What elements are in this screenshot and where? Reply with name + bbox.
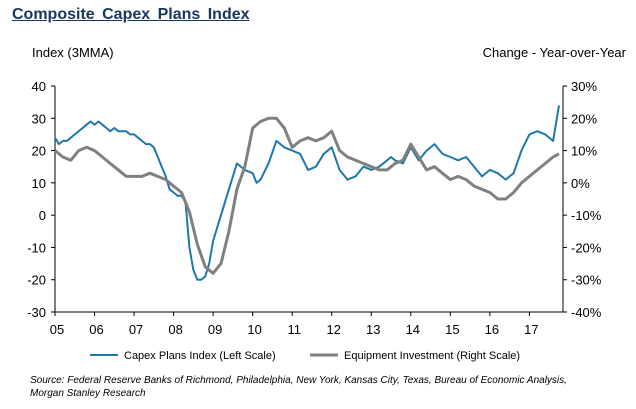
legend-label: Equipment Investment (Right Scale) — [344, 350, 520, 362]
right-tick-label: 0% — [571, 176, 590, 191]
right-tick-label: 10% — [571, 144, 597, 159]
left-tick-label: 40 — [32, 79, 46, 94]
right-tick-label: -40% — [571, 305, 602, 320]
x-tick-label: 15 — [445, 322, 459, 337]
capex-plans-index-line — [54, 105, 560, 281]
x-tick-label: 09 — [208, 322, 222, 337]
left-tick-label: -30 — [27, 305, 46, 320]
right-axis-label: Change - Year-over-Year — [482, 45, 626, 60]
right-tick-label: 30% — [571, 79, 597, 94]
right-tick-label: 20% — [571, 111, 597, 126]
x-tick-label: 16 — [485, 322, 499, 337]
right-tick-label: -20% — [571, 240, 602, 255]
x-tick-label: 06 — [89, 322, 103, 337]
x-tick-label: 08 — [168, 322, 182, 337]
right-tick-label: -10% — [571, 208, 602, 223]
x-tick-label: 07 — [129, 322, 143, 337]
left-tick-label: -20 — [27, 273, 46, 288]
x-tick-label: 13 — [366, 322, 380, 337]
left-tick-label: 10 — [32, 176, 46, 191]
left-tick-label: 30 — [32, 111, 46, 126]
chart-title: Composite Capex Plans Index — [12, 6, 250, 23]
x-tick-label: 10 — [247, 322, 261, 337]
x-tick-label: 11 — [287, 322, 301, 337]
equipment-investment-line — [54, 116, 560, 275]
right-tick-label: -30% — [571, 273, 602, 288]
source-note: Source: Federal Reserve Banks of Richmon… — [30, 375, 567, 399]
left-tick-label: 20 — [32, 144, 46, 159]
x-tick-label: 14 — [406, 322, 420, 337]
x-tick-label: 05 — [50, 322, 64, 337]
x-tick-label: 17 — [524, 322, 538, 337]
legend-label: Capex Plans Index (Left Scale) — [124, 350, 276, 362]
x-tick-label: 12 — [326, 322, 340, 337]
left-axis-label: Index (3MMA) — [32, 45, 114, 60]
left-tick-label: -10 — [27, 240, 46, 255]
left-tick-label: 0 — [39, 208, 46, 223]
